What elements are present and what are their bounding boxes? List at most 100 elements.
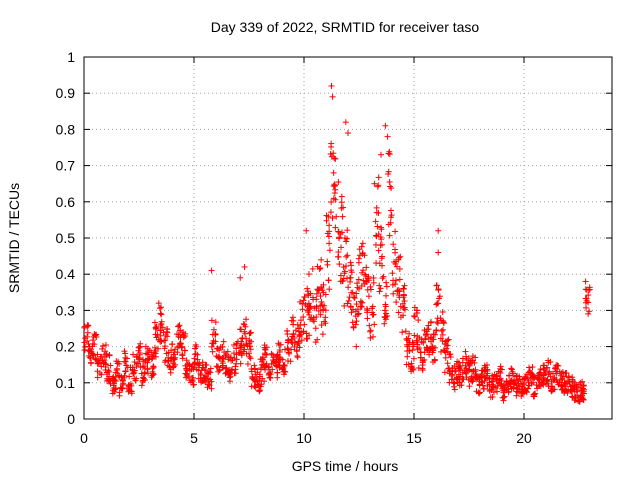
data-point xyxy=(141,376,148,383)
data-point xyxy=(433,301,440,308)
data-point xyxy=(570,385,577,392)
data-point xyxy=(192,345,199,352)
data-point xyxy=(356,285,363,292)
data-point xyxy=(378,151,384,158)
data-point xyxy=(401,282,408,289)
data-point xyxy=(464,367,471,374)
data-point xyxy=(141,363,148,370)
data-point xyxy=(536,369,543,376)
data-point xyxy=(149,355,156,362)
data-point xyxy=(392,249,399,256)
data-point xyxy=(251,362,258,369)
data-point xyxy=(445,336,452,343)
data-point xyxy=(449,376,456,383)
data-point xyxy=(517,380,524,387)
data-point xyxy=(338,244,345,251)
data-point xyxy=(367,286,374,293)
data-point xyxy=(354,311,361,318)
data-point xyxy=(347,278,354,285)
data-point xyxy=(332,224,339,231)
data-point xyxy=(81,323,88,330)
data-point xyxy=(296,332,303,339)
data-point xyxy=(320,289,327,296)
data-point xyxy=(382,122,389,129)
data-point xyxy=(350,294,357,301)
data-point xyxy=(318,256,325,263)
data-point xyxy=(285,337,292,344)
data-point xyxy=(270,354,277,361)
data-point xyxy=(370,333,377,340)
data-point xyxy=(331,181,338,188)
data-point xyxy=(345,284,352,291)
data-point xyxy=(227,378,234,385)
axis-ticks: 00.10.20.30.40.50.60.70.80.910 5 10 15 20 xyxy=(56,49,612,446)
data-point xyxy=(279,356,286,363)
data-point xyxy=(312,339,319,346)
data-point xyxy=(144,359,151,366)
data-point xyxy=(247,346,254,353)
data-point xyxy=(420,339,427,346)
data-point xyxy=(153,323,160,330)
data-point xyxy=(299,300,306,307)
x-tick-label: 5 xyxy=(190,430,198,446)
data-point xyxy=(96,370,103,377)
data-point xyxy=(131,358,138,365)
data-point xyxy=(383,283,390,290)
data-point xyxy=(276,354,283,361)
data-point xyxy=(256,388,263,395)
data-point xyxy=(385,171,392,178)
data-point xyxy=(367,327,374,334)
data-point xyxy=(214,345,221,352)
data-point xyxy=(381,313,388,320)
data-point xyxy=(139,356,146,363)
data-point xyxy=(251,366,258,373)
data-point xyxy=(546,368,553,375)
data-point xyxy=(246,340,253,347)
data-point xyxy=(495,380,502,387)
data-point xyxy=(529,364,536,371)
data-point xyxy=(324,261,331,268)
data-point xyxy=(288,336,295,343)
data-point xyxy=(89,337,96,344)
data-point xyxy=(379,275,386,282)
data-point xyxy=(456,364,463,371)
data-point xyxy=(301,321,308,328)
data-point xyxy=(372,218,379,225)
data-point xyxy=(440,319,447,326)
data-point xyxy=(245,350,252,357)
data-point xyxy=(257,383,264,390)
data-point xyxy=(409,364,416,371)
data-point xyxy=(400,305,407,312)
data-point xyxy=(258,365,265,372)
data-point xyxy=(118,385,125,392)
data-point xyxy=(305,271,312,278)
data-point xyxy=(104,375,111,382)
data-point xyxy=(387,214,394,221)
data-point xyxy=(301,294,308,301)
data-point xyxy=(223,364,230,371)
data-point xyxy=(240,320,247,327)
data-point xyxy=(92,355,99,362)
data-point xyxy=(490,384,497,391)
data-point xyxy=(123,362,130,369)
data-point xyxy=(268,350,275,357)
data-point xyxy=(362,271,369,278)
data-point xyxy=(209,340,216,347)
data-point xyxy=(277,341,284,348)
data-point xyxy=(209,348,216,355)
data-point xyxy=(540,362,547,369)
data-point xyxy=(530,393,537,400)
data-point xyxy=(135,360,142,367)
y-tick-label: 0.6 xyxy=(56,194,76,210)
y-tick-label: 1 xyxy=(67,49,75,65)
data-point xyxy=(112,385,119,392)
data-point xyxy=(126,373,133,380)
data-point xyxy=(195,361,202,368)
data-point xyxy=(458,382,465,389)
data-point xyxy=(556,368,563,375)
data-point xyxy=(416,334,423,341)
y-tick-label: 0.8 xyxy=(56,121,76,137)
data-point xyxy=(529,373,536,380)
data-point xyxy=(243,335,250,342)
data-point xyxy=(144,366,151,373)
